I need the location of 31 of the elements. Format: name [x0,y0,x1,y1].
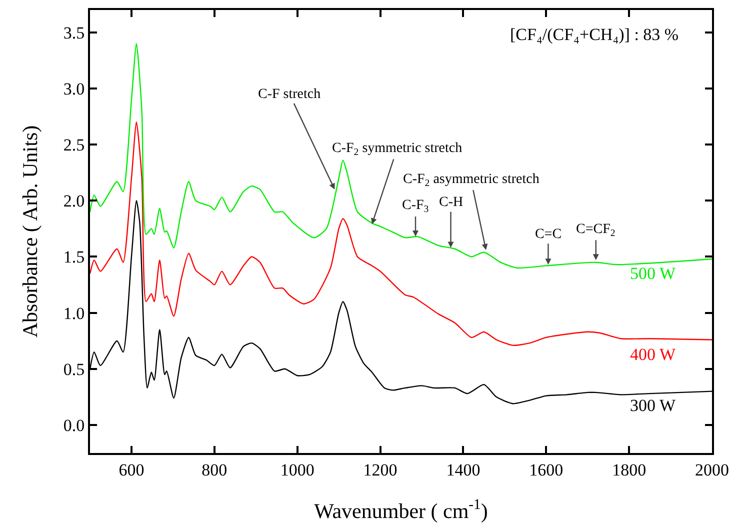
y-tick-label: 3.5 [63,23,85,42]
annotation: C-F$_{2}$ asymmetric stretch [403,172,540,189]
annotation: [CF₄/(CF₄+CH₄)] : 83 % [510,25,679,44]
annotation: C=CF$_{2}$ [576,222,616,239]
annotation: C-F stretch [258,87,321,102]
y-tick-label: 1.5 [63,248,85,267]
y-tick-label: 2.0 [63,192,85,211]
annotation: C-H [439,195,464,210]
y-tick-label: 3.0 [63,79,85,98]
x-tick-label: 600 [118,460,144,480]
x-tick-label: 2000 [695,460,729,480]
x-tick-label: 1200 [363,460,398,480]
x-axis-title: Wavenumber ( cm$^{-1}$) [314,497,488,523]
x-tick-label: 1000 [280,460,314,480]
annotation: C-F$_{2}$ symmetric stretch [332,141,462,158]
y-tick-label: 0.5 [63,360,85,379]
series-label: 300 W [630,396,676,415]
y-tick-label: 2.5 [63,136,85,155]
line-series [90,122,712,346]
line-series [90,43,712,269]
y-tick-label: 0.0 [63,416,85,435]
series-label: 400 W [630,345,676,364]
y-axis-title: Absorbance ( Arb. Units) [18,125,42,338]
x-tick-label: 1400 [446,460,480,480]
series-label: 500 W [630,264,676,283]
annotation: C-F$_{3}$ [402,198,429,215]
y-tick-label: 1.0 [63,304,85,323]
x-tick-label: 1600 [529,460,564,480]
x-tick-label: 1800 [612,460,646,480]
x-tick-label: 800 [202,460,228,480]
annotation: C=C [535,227,562,242]
